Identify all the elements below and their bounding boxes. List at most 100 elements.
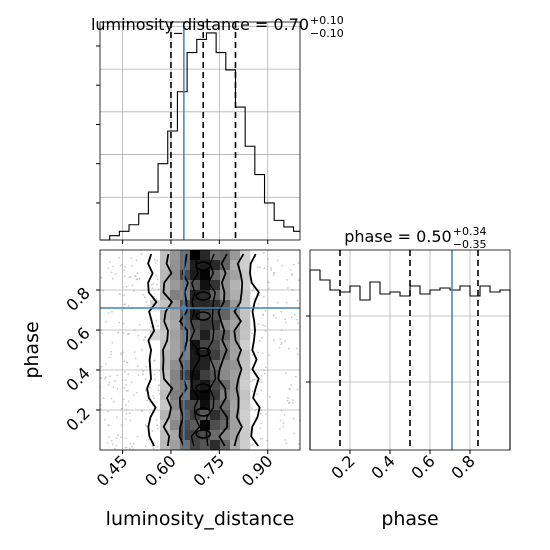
tick-label-x: 0.6 <box>407 451 438 482</box>
scatter-point <box>120 353 123 356</box>
density-pixel <box>220 380 231 391</box>
density-pixel <box>160 280 171 291</box>
density-pixel <box>200 360 211 371</box>
scatter-point <box>153 373 156 376</box>
scatter-point <box>276 301 279 304</box>
scatter-point <box>268 354 270 357</box>
scatter-point <box>110 353 112 356</box>
density-pixel <box>180 250 191 261</box>
scatter-point <box>107 384 110 386</box>
density-contours <box>146 253 261 447</box>
scatter-point <box>117 331 120 334</box>
scatter-point <box>296 318 298 321</box>
density-pixel <box>200 270 211 281</box>
density-pixel <box>170 340 181 351</box>
density-pixel <box>240 330 251 341</box>
density-pixel <box>170 410 181 421</box>
scatter-point <box>138 323 141 326</box>
scatter-point <box>157 325 159 327</box>
density-pixel <box>210 300 221 311</box>
density-pixel <box>200 330 211 341</box>
scatter-point <box>298 279 300 282</box>
density-pixel <box>240 410 251 421</box>
scatter-point <box>107 424 110 426</box>
scatter-point <box>292 263 295 266</box>
scatter-point <box>280 310 283 313</box>
scatter-point <box>264 325 267 327</box>
scatter-point <box>102 397 105 400</box>
scatter-point <box>144 388 147 391</box>
scatter-point <box>259 437 262 440</box>
scatter-point <box>260 380 263 383</box>
scatter-point <box>152 447 155 450</box>
scatter-point <box>259 339 261 342</box>
scatter-point <box>284 340 286 343</box>
scatter-point <box>120 436 122 439</box>
scatter-point <box>124 437 127 440</box>
scatter-point <box>282 422 285 424</box>
scatter-point <box>283 413 286 416</box>
density-pixel <box>170 440 181 451</box>
title-sup-phase: +0.34 <box>453 225 487 238</box>
scatter-point <box>140 348 143 351</box>
density-pixel <box>240 350 251 361</box>
scatter-point <box>108 381 111 384</box>
density-pixel <box>230 280 241 291</box>
scatter-point <box>137 334 140 337</box>
density-pixel <box>160 410 171 421</box>
scatter-point <box>251 407 254 410</box>
hist-phase-panel: 0.2 0.4 0.6 0.8 phase phase = 0.50 +0.34 −0… <box>306 225 511 530</box>
density-pixel <box>170 400 181 411</box>
density-pixel <box>220 320 231 331</box>
density-pixel <box>230 290 241 301</box>
density-pixel <box>220 430 231 441</box>
contour-blob <box>195 429 212 439</box>
tick-label-x: 0.90 <box>238 451 277 490</box>
contour-line <box>217 253 229 447</box>
scatter-point <box>260 422 262 425</box>
scatter-point <box>253 298 255 300</box>
scatter-point <box>110 350 112 353</box>
scatter-point <box>114 448 116 450</box>
density-pixel <box>210 420 221 431</box>
scatter-point <box>145 425 148 428</box>
scatter-point <box>152 394 155 397</box>
scatter-point <box>108 356 111 359</box>
scatter-point <box>117 434 119 436</box>
scatter-point <box>261 437 264 440</box>
scatter-point <box>286 279 288 281</box>
hist-phase-frame <box>309 249 511 451</box>
scatter-point <box>122 332 125 334</box>
density-pixel <box>200 400 211 411</box>
density-pixel <box>200 320 211 331</box>
scatter-point <box>279 428 281 430</box>
scatter-point <box>156 445 159 448</box>
density-pixel <box>160 260 171 271</box>
scatter-point <box>125 404 127 406</box>
scatter-point <box>135 278 138 281</box>
scatter-point <box>119 264 122 267</box>
scatter-point <box>291 402 294 404</box>
density-pixel <box>230 400 241 411</box>
scatter-point <box>290 269 292 271</box>
density-pixel <box>190 320 201 331</box>
scatter-point <box>268 395 271 398</box>
density-pixel <box>230 410 241 421</box>
scatter-point <box>154 378 157 381</box>
scatter-point <box>112 400 115 403</box>
density-pixel <box>230 430 241 441</box>
xlabel-luminosity-distance: luminosity_distance <box>106 508 295 530</box>
density-pixel <box>220 310 231 321</box>
density-pixel <box>220 300 231 311</box>
scatter-point <box>124 446 127 449</box>
density-pixel <box>180 390 191 401</box>
density-pixel <box>170 280 181 291</box>
density-pixel <box>190 430 201 441</box>
scatter-point <box>261 352 264 355</box>
density-pixel <box>170 250 181 261</box>
density-pixel <box>220 260 231 271</box>
density-pixel <box>170 290 181 301</box>
scatter-point <box>251 289 254 292</box>
density-pixel <box>240 440 251 451</box>
